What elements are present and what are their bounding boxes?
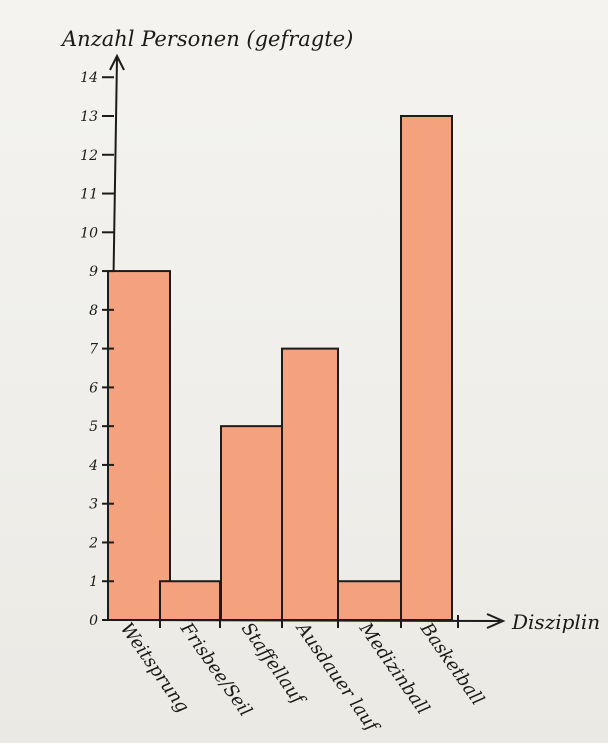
y-tick-label-8: 8 <box>89 303 98 319</box>
y-tick-label-12: 12 <box>80 148 98 164</box>
y-tick-label-5: 5 <box>89 419 98 435</box>
y-tick-label-13: 13 <box>80 109 98 125</box>
y-axis-arrow <box>109 53 125 71</box>
y-tick-label-1: 1 <box>89 574 98 590</box>
y-tick-label-6: 6 <box>89 380 98 396</box>
y-tick-label-11: 11 <box>80 187 98 203</box>
y-tick-label-0: 0 <box>89 613 98 629</box>
x-axis-title: Disziplin <box>511 610 600 634</box>
bar-2 <box>159 580 221 622</box>
y-tick-label-3: 3 <box>89 497 98 513</box>
y-tick-label-10: 10 <box>80 225 98 241</box>
y-axis-title: Anzahl Personen (gefragte) <box>60 27 353 51</box>
bar-6 <box>400 115 453 621</box>
y-tick-label-7: 7 <box>89 342 98 358</box>
bar-1 <box>107 270 171 621</box>
y-tick-label-9: 9 <box>89 264 98 280</box>
y-tick-label-14: 14 <box>80 70 98 86</box>
x-axis-arrow <box>486 613 506 629</box>
bar-4 <box>281 347 339 621</box>
bar-5 <box>337 580 402 622</box>
y-tick-label-2: 2 <box>88 535 98 551</box>
x-ticks-group: WeitsprungFrisbee/SeilStaffellaufAusdaue… <box>116 615 488 738</box>
bar-3 <box>220 425 283 621</box>
y-tick-label-4: 4 <box>88 458 98 474</box>
bars-group <box>107 115 453 622</box>
